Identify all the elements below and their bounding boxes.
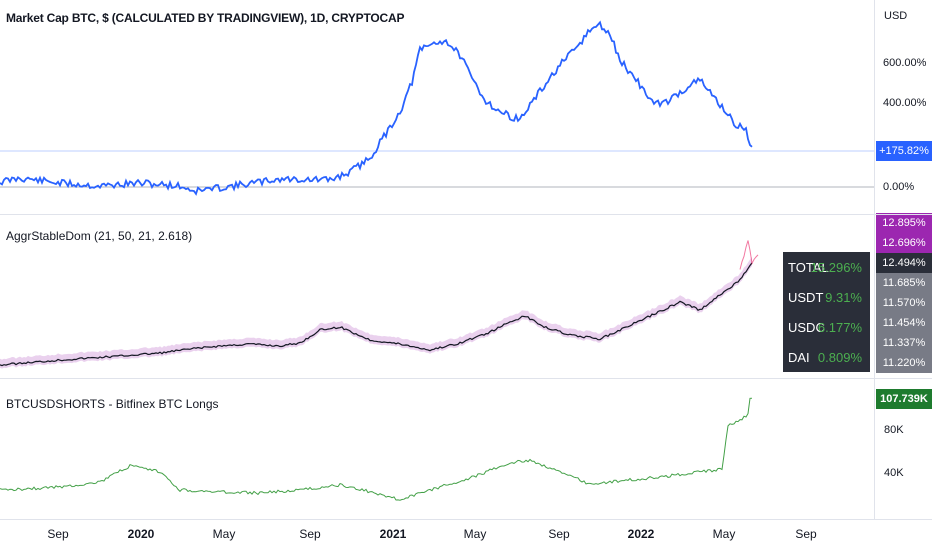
- x-tick: Sep: [47, 527, 69, 541]
- x-tick: 2021: [379, 527, 407, 541]
- x-tick: May: [212, 527, 236, 541]
- current-value-tag: +175.82%: [876, 141, 932, 161]
- row-key: USDT: [788, 290, 824, 305]
- tag-gray-1: 11.685%: [876, 273, 932, 293]
- table-row: DAI 0.809%: [783, 342, 870, 372]
- pane-title: Market Cap BTC, $ (CALCULATED BY TRADING…: [6, 11, 405, 25]
- stable-dominance-pane[interactable]: AggrStableDom (21, 50, 21, 2.618): [0, 214, 932, 378]
- y-tick-0: 0.00%: [883, 181, 915, 193]
- longs-pane[interactable]: BTCUSDSHORTS - Bitfinex BTC Longs 80K 40…: [0, 379, 932, 519]
- pane-divider[interactable]: [0, 214, 932, 215]
- price-axis-divider: [874, 0, 875, 519]
- row-value: 9.31%: [825, 290, 862, 305]
- row-value: 0.809%: [817, 350, 862, 365]
- y-tick-600: 600.00%: [883, 57, 927, 69]
- tag-gray-2: 11.570%: [876, 293, 932, 313]
- indicator-spike: [739, 240, 759, 270]
- x-tick: Sep: [299, 527, 321, 541]
- longs-current-tag: 107.739K: [876, 389, 932, 409]
- market-cap-pane[interactable]: Market Cap BTC, $ (CALCULATED BY TRADING…: [0, 0, 932, 214]
- chart-canvas[interactable]: [0, 0, 874, 519]
- tag-purple-2: 12.696%: [876, 233, 932, 253]
- x-tick: 2020: [127, 527, 155, 541]
- longs-line: [0, 397, 753, 501]
- indicator-line: [0, 262, 753, 367]
- stablecoin-table: TOTAL 15.296% USDT 9.31% USDC 6.177% DAI…: [783, 252, 870, 372]
- row-key: DAI: [788, 350, 810, 365]
- row-key: TOTAL: [788, 260, 829, 275]
- y-tick-40k: 40K: [884, 467, 904, 479]
- tag-gray-3: 11.454%: [876, 313, 932, 333]
- time-axis-divider: [0, 519, 932, 520]
- row-value: 6.177%: [817, 320, 862, 335]
- table-row: USDC 6.177%: [783, 312, 870, 342]
- currency-label: USD: [884, 10, 908, 22]
- y-tick-80k: 80K: [884, 424, 904, 436]
- tag-gray-4: 11.337%: [876, 333, 932, 353]
- tag-gray-5: 11.220%: [876, 353, 932, 373]
- x-tick: May: [712, 527, 736, 541]
- x-tick: May: [463, 527, 487, 541]
- tag-current: 12.494%: [876, 253, 932, 273]
- x-tick: Sep: [795, 527, 817, 541]
- pane-divider[interactable]: [0, 378, 932, 379]
- x-tick: 2022: [627, 527, 655, 541]
- tag-purple-1: 12.895%: [876, 213, 932, 233]
- x-tick: Sep: [548, 527, 570, 541]
- indicator-band: [0, 256, 752, 369]
- market-cap-line: [0, 20, 753, 196]
- row-key: USDC: [788, 320, 825, 335]
- y-tick-400: 400.00%: [883, 97, 927, 109]
- indicator-title: BTCUSDSHORTS - Bitfinex BTC Longs: [6, 397, 219, 411]
- table-row: USDT 9.31%: [783, 282, 870, 312]
- table-row: TOTAL 15.296%: [783, 252, 870, 282]
- row-value: 15.296%: [810, 260, 862, 275]
- indicator-title: AggrStableDom (21, 50, 21, 2.618): [6, 229, 193, 243]
